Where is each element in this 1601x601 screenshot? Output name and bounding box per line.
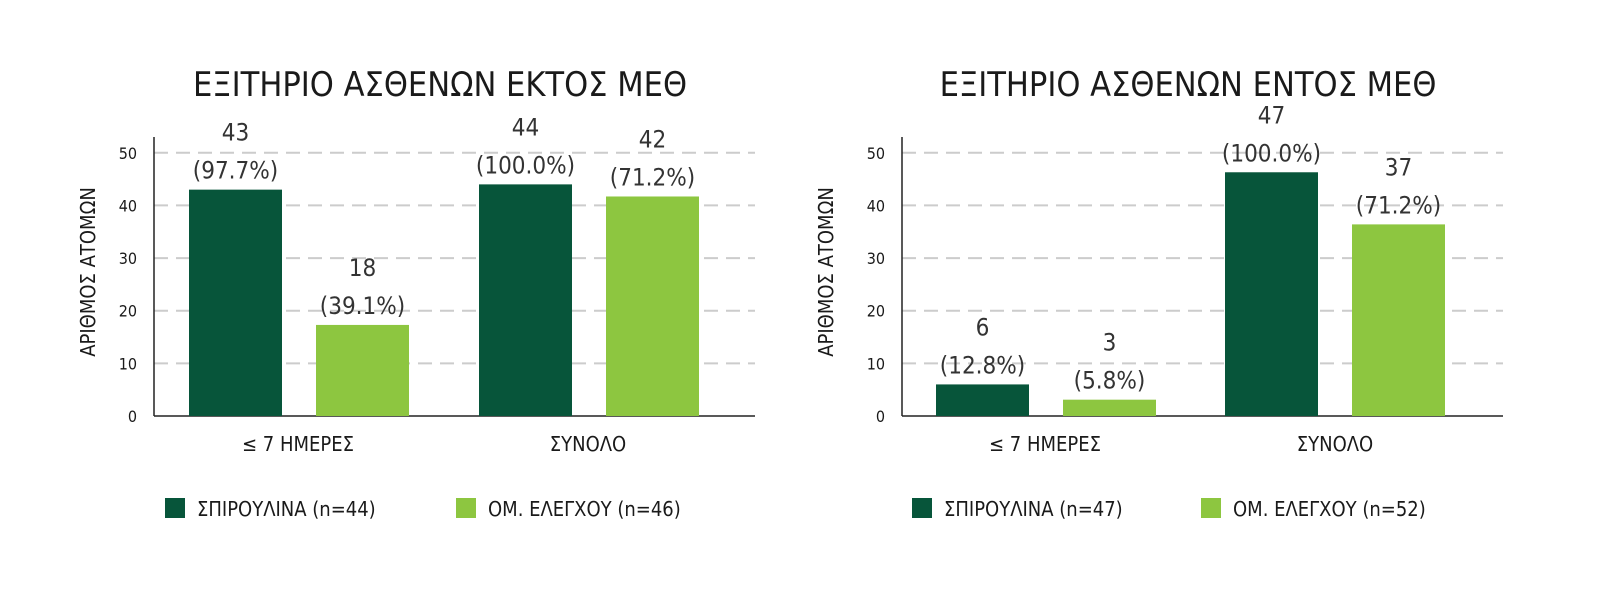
data-label-percent: (100.0%) [1222,139,1321,167]
data-label-percent: (71.2%) [610,163,695,191]
chart-panel-1: ΕΞΙΤΗΡΙΟ ΑΣΘΕΝΩΝ ΕΚΤΟΣ ΜΕΘ ΑΡΙΘΜΟΣ ΑΤΟΜΩ… [76,65,755,521]
x-category-label: ΣΥΝΟΛΟ [1297,432,1373,456]
data-label-value: 6 [976,313,990,341]
y-axis-label: ΑΡΙΘΜΟΣ ΑΤΟΜΩΝ [814,187,838,357]
y-axis-label: ΑΡΙΘΜΟΣ ΑΤΟΜΩΝ [76,187,100,357]
bar [479,184,572,416]
legend-swatch [456,498,476,518]
x-category-label: ΣΥΝΟΛΟ [550,432,626,456]
data-label-percent: (97.7%) [193,157,278,185]
bar [1225,172,1318,416]
data-label-value: 43 [222,119,249,147]
y-tick-label: 40 [119,196,137,215]
chart-title: ΕΞΙΤΗΡΙΟ ΑΣΘΕΝΩΝ ΕΚΤΟΣ ΜΕΘ [193,65,687,105]
legend-label: ΟΜ. ΕΛΕΓΧΟΥ (n=46) [488,497,681,521]
chart-title: ΕΞΙΤΗΡΙΟ ΑΣΘΕΝΩΝ ΕΝΤΟΣ ΜΕΘ [940,65,1437,105]
data-label-percent: (100.0%) [476,151,575,179]
data-label-percent: (5.8%) [1074,367,1146,395]
bar [606,196,699,416]
y-tick-label: 0 [876,407,885,426]
y-tick-label: 30 [119,249,137,268]
data-label-value: 3 [1103,329,1117,357]
y-tick-label: 0 [128,407,137,426]
bar [316,324,409,416]
x-category-label: ≤ 7 ΗΜΕΡΕΣ [989,432,1101,456]
chart-panel-2: ΕΞΙΤΗΡΙΟ ΑΣΘΕΝΩΝ ΕΝΤΟΣ ΜΕΘ ΑΡΙΘΜΟΣ ΑΤΟΜΩ… [814,65,1503,521]
legend-label: ΣΠΙΡΟΥΛΙΝΑ (n=44) [197,497,376,521]
bar [936,384,1029,416]
data-label-value: 42 [639,125,666,153]
legend-label: ΟΜ. ΕΛΕΓΧΟΥ (n=52) [1233,497,1426,521]
bar [189,189,282,416]
data-label-percent: (71.2%) [1356,191,1441,219]
data-label-percent: (39.1%) [320,292,405,320]
y-tick-label: 20 [867,302,885,321]
bar [1352,224,1445,416]
data-label-value: 18 [349,254,376,282]
legend-swatch [165,498,185,518]
y-tick-label: 10 [867,354,885,373]
x-category-label: ≤ 7 ΗΜΕΡΕΣ [242,432,354,456]
y-tick-label: 10 [119,354,137,373]
data-label-value: 37 [1385,153,1412,181]
data-label-value: 47 [1258,101,1285,129]
legend-swatch [1201,498,1221,518]
data-label-percent: (12.8%) [940,351,1025,379]
y-tick-label: 50 [867,144,885,163]
legend-label: ΣΠΙΡΟΥΛΙΝΑ (n=47) [944,497,1123,521]
y-tick-label: 20 [119,302,137,321]
legend-swatch [912,498,932,518]
data-label-value: 44 [512,113,539,141]
y-tick-label: 50 [119,144,137,163]
y-tick-label: 30 [867,249,885,268]
y-tick-label: 40 [867,196,885,215]
bar [1063,399,1156,416]
